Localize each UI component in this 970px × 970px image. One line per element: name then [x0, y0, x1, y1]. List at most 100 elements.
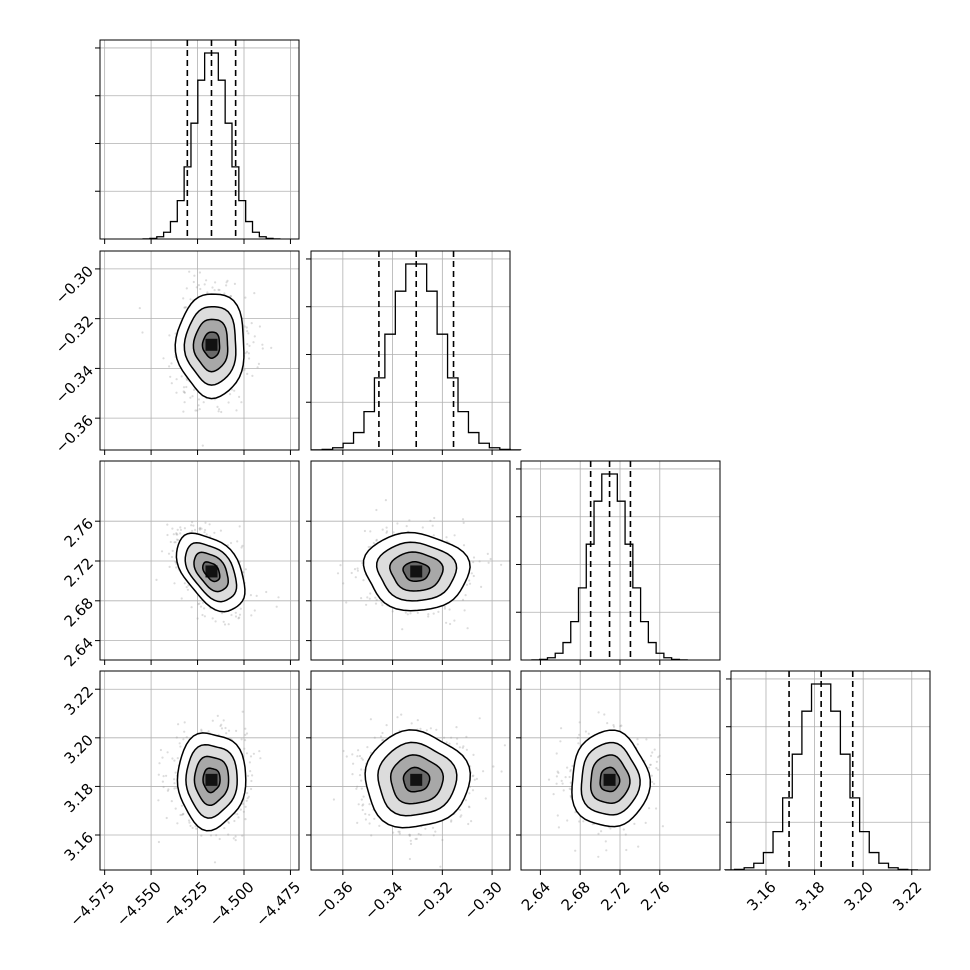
sample-point	[245, 350, 249, 353]
sample-point	[555, 752, 558, 755]
sample-point	[439, 865, 442, 868]
sample-point	[360, 768, 363, 771]
histogram-panel-2	[516, 460, 721, 665]
sample-point	[261, 347, 264, 350]
sample-point	[188, 821, 191, 824]
sample-point	[352, 762, 355, 765]
sample-point	[183, 527, 186, 530]
sample-point	[175, 533, 178, 536]
xtick-label-1-2: −0.32	[411, 878, 456, 923]
sample-point	[251, 774, 254, 777]
sample-point	[220, 727, 224, 730]
sample-point	[604, 840, 607, 843]
sample-point	[556, 770, 559, 773]
sample-point	[362, 803, 365, 806]
sample-point	[157, 840, 160, 844]
hist-frame-3	[730, 670, 931, 871]
sample-point	[455, 726, 458, 729]
xtick-label-1-3: −0.30	[461, 878, 506, 923]
scatter-panel-2-1	[306, 460, 511, 665]
sample-point	[173, 787, 176, 790]
density-peak-3-2	[603, 773, 616, 786]
sample-point	[250, 614, 253, 617]
scatter-panel-1-0	[95, 250, 300, 455]
sample-point	[396, 716, 399, 719]
sample-point	[259, 757, 262, 760]
sample-point	[243, 368, 246, 371]
sample-point	[248, 761, 251, 764]
sample-point	[195, 827, 198, 830]
sample-point	[478, 717, 481, 720]
sample-point	[571, 764, 574, 768]
sample-point	[167, 788, 170, 791]
sample-point	[357, 803, 360, 806]
sample-point	[468, 579, 471, 582]
sample-point	[213, 861, 217, 864]
sample-point	[192, 388, 196, 391]
sample-point	[375, 598, 378, 602]
sample-point	[159, 748, 162, 752]
sample-point	[576, 736, 579, 740]
sample-point	[569, 768, 572, 772]
contour-line-1-0-2	[192, 318, 229, 373]
xtick-label-3-1: 3.18	[792, 878, 828, 914]
sample-point	[401, 628, 404, 631]
sample-point	[250, 322, 253, 325]
sample-point	[244, 296, 247, 299]
sample-point	[351, 773, 354, 776]
sample-point	[470, 820, 473, 823]
sample-point	[465, 748, 468, 751]
sample-point	[633, 822, 636, 826]
sample-point	[375, 508, 378, 512]
ytick-label-1-1: −0.34	[52, 362, 97, 407]
sample-point	[173, 541, 176, 544]
sample-point	[409, 839, 412, 842]
sample-point	[234, 615, 238, 618]
sample-point	[354, 576, 357, 579]
sample-point	[265, 590, 268, 594]
sample-point	[182, 738, 185, 741]
contour-line-1-0-1	[183, 306, 237, 386]
sample-point	[429, 519, 432, 522]
sample-point	[362, 579, 365, 582]
xtick-label-3-2: 3.20	[841, 878, 877, 914]
sample-point	[253, 292, 256, 295]
sample-point	[277, 596, 280, 599]
sample-point	[425, 729, 428, 732]
sample-point	[175, 391, 178, 394]
sample-point	[357, 749, 360, 752]
sample-point	[408, 834, 411, 838]
sample-point	[169, 540, 172, 544]
sample-point	[188, 270, 191, 273]
sample-point	[649, 763, 652, 766]
sample-point	[555, 782, 558, 785]
sample-point	[455, 742, 459, 745]
ytick-label-3-1: 3.18	[61, 780, 97, 816]
sample-point	[385, 526, 388, 529]
sample-point	[244, 739, 247, 742]
sample-point	[194, 409, 197, 412]
sample-point	[459, 808, 462, 811]
sample-point	[345, 601, 348, 604]
sample-point	[251, 374, 254, 377]
sample-point	[170, 382, 173, 385]
ytick-label-2-2: 2.72	[61, 554, 97, 590]
sample-point	[653, 782, 656, 785]
sample-point	[636, 738, 639, 741]
sample-point	[158, 762, 161, 765]
sample-point	[373, 736, 376, 739]
sample-point	[434, 830, 437, 833]
sample-point	[582, 820, 585, 823]
sample-point	[176, 528, 179, 531]
sample-point	[366, 746, 369, 749]
sample-point	[578, 820, 581, 823]
sample-point	[217, 410, 220, 413]
density-peak-3-1	[410, 773, 423, 786]
sample-point	[464, 594, 467, 597]
sample-point	[240, 401, 243, 404]
sample-point	[200, 527, 203, 530]
sample-point	[624, 833, 627, 836]
sample-point	[253, 609, 256, 612]
contour-line-2-1-1	[375, 541, 458, 602]
xtick-label-2-3: 2.76	[637, 878, 673, 914]
